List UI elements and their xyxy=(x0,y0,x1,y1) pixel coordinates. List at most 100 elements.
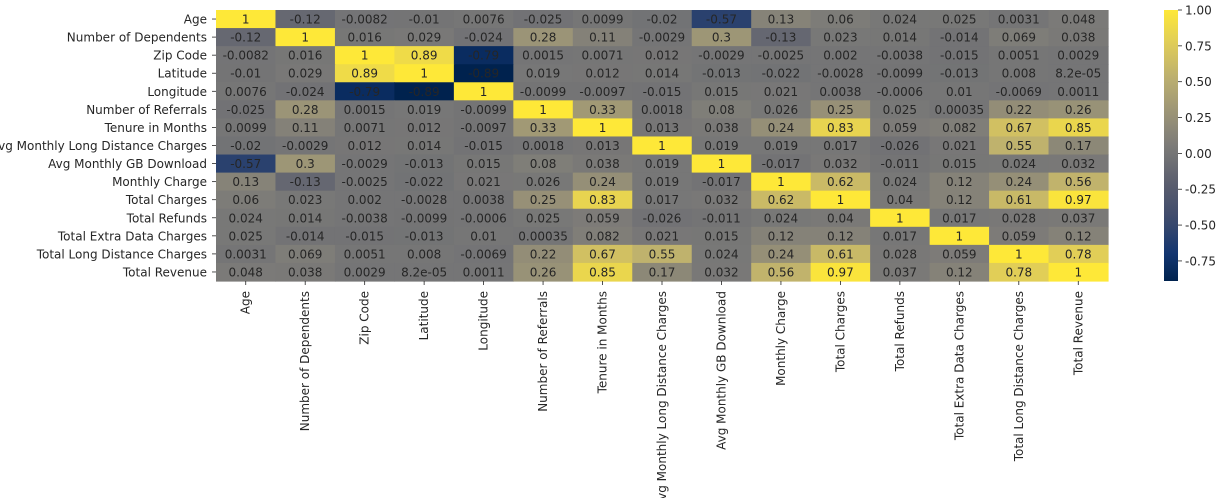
cell-value-label: 0.33 xyxy=(530,121,557,135)
cell-value-label: 0.024 xyxy=(1002,157,1036,171)
cell-value-label: 0.026 xyxy=(764,103,798,117)
heatmap-cell xyxy=(1048,118,1109,138)
heatmap-cell xyxy=(751,64,812,83)
heatmap-cell xyxy=(810,28,871,47)
heatmap-cell xyxy=(929,10,990,29)
heatmap-cell xyxy=(572,262,633,282)
row-label: Zip Code xyxy=(153,49,207,63)
cell-value-label: 1 xyxy=(1015,247,1023,261)
heatmap-cell xyxy=(989,154,1050,174)
cell-value-label: 0.017 xyxy=(645,193,679,207)
heatmap-cell xyxy=(751,28,812,47)
heatmap-cell xyxy=(216,28,277,47)
heatmap-cell xyxy=(453,46,514,65)
row-label: Monthly Charge xyxy=(112,175,207,189)
heatmap-cell xyxy=(394,118,455,138)
heatmap-cell xyxy=(691,100,752,119)
heatmap-cell xyxy=(691,82,752,101)
heatmap-cell xyxy=(572,226,633,246)
heatmap-cell xyxy=(810,244,871,264)
cell-value-label: 0.12 xyxy=(946,193,973,207)
heatmap-cell xyxy=(691,262,752,282)
column-label: Total Charges xyxy=(833,291,847,373)
heatmap-cell xyxy=(334,64,395,83)
cell-value-label: -0.0029 xyxy=(342,157,388,171)
cell-value-label: -0.89 xyxy=(409,85,440,99)
cell-value-label: 0.032 xyxy=(823,157,857,171)
cell-value-label: 0.89 xyxy=(411,49,438,63)
colorbar-tick-label: -0.75 xyxy=(1185,254,1216,268)
cell-value-label: 0.012 xyxy=(585,67,619,81)
cell-value-label: -0.0097 xyxy=(579,85,625,99)
heatmap-cell xyxy=(572,100,633,119)
cell-value-label: 0.028 xyxy=(883,247,917,261)
cell-value-label: 0.037 xyxy=(883,265,917,279)
heatmap-cell xyxy=(275,226,336,246)
cell-value-label: 0.22 xyxy=(1005,103,1032,117)
heatmap-cell xyxy=(394,190,455,210)
heatmap-cell xyxy=(572,208,633,228)
heatmap-cell xyxy=(275,82,336,101)
row-label: Tenure in Months xyxy=(104,121,207,135)
cell-value-label: -0.0029 xyxy=(639,31,685,45)
heatmap-cell xyxy=(275,190,336,210)
heatmap-cell xyxy=(870,64,931,83)
heatmap-cell xyxy=(632,118,693,138)
heatmap-cell xyxy=(929,226,990,246)
cell-value-label: 1 xyxy=(480,85,488,99)
heatmap-cell xyxy=(691,28,752,47)
cell-value-label: 0.0018 xyxy=(522,139,564,153)
heatmap-cell xyxy=(275,10,336,29)
column-label: Total Extra Data Charges xyxy=(952,291,966,441)
cell-value-label: 1 xyxy=(242,13,250,27)
cell-value-label: 0.24 xyxy=(1005,175,1032,189)
heatmap-cell xyxy=(751,208,812,228)
heatmap-cell xyxy=(691,208,752,228)
cell-value-label: 0.082 xyxy=(942,121,976,135)
heatmap-cell xyxy=(334,118,395,138)
cell-value-label: 0.029 xyxy=(407,31,441,45)
cell-value-label: 0.038 xyxy=(288,265,322,279)
heatmap-cell xyxy=(870,10,931,29)
heatmap-cell xyxy=(216,82,277,101)
cell-value-label: 0.12 xyxy=(946,265,973,279)
cell-value-label: 0.008 xyxy=(1002,67,1036,81)
cell-value-label: 0.97 xyxy=(827,265,854,279)
heatmap-cell xyxy=(513,262,574,282)
heatmap-cell xyxy=(394,64,455,83)
cell-value-label: -0.12 xyxy=(230,31,261,45)
cell-value-label: -0.0038 xyxy=(877,49,923,63)
heatmap-cell xyxy=(691,244,752,264)
cell-value-label: 0.56 xyxy=(1065,175,1092,189)
column-label: Tenure in Months xyxy=(596,291,610,394)
heatmap-cell xyxy=(216,46,277,65)
cell-value-label: -0.0082 xyxy=(223,49,269,63)
heatmap-cell xyxy=(751,136,812,156)
heatmap-cell xyxy=(1048,28,1109,47)
cell-value-label: -0.02 xyxy=(230,139,261,153)
cell-value-label: 0.04 xyxy=(827,211,854,225)
heatmap-cell xyxy=(572,172,633,192)
cell-value-label: -0.011 xyxy=(702,211,741,225)
heatmap-cell xyxy=(513,244,574,264)
heatmap-cell xyxy=(691,64,752,83)
heatmap-cell xyxy=(810,10,871,29)
heatmap-cell xyxy=(989,172,1050,192)
cell-value-label: 0.0031 xyxy=(225,247,267,261)
cell-value-label: 0.12 xyxy=(768,229,795,243)
heatmap-cell xyxy=(216,226,277,246)
cell-value-label: 0.014 xyxy=(645,67,679,81)
heatmap-cell xyxy=(513,64,574,83)
heatmap-cell xyxy=(929,172,990,192)
heatmap-cell xyxy=(870,28,931,47)
cell-value-label: -0.0006 xyxy=(877,85,923,99)
heatmap-cell xyxy=(394,172,455,192)
heatmap-cell xyxy=(572,28,633,47)
heatmap-cell xyxy=(513,136,574,156)
cell-value-label: -0.017 xyxy=(762,157,801,171)
cell-value-label: -0.025 xyxy=(524,13,563,27)
cell-value-label: 0.038 xyxy=(704,121,738,135)
heatmap-cell xyxy=(216,136,277,156)
cell-value-label: 0.023 xyxy=(823,31,857,45)
cell-value-label: 0.22 xyxy=(530,247,557,261)
